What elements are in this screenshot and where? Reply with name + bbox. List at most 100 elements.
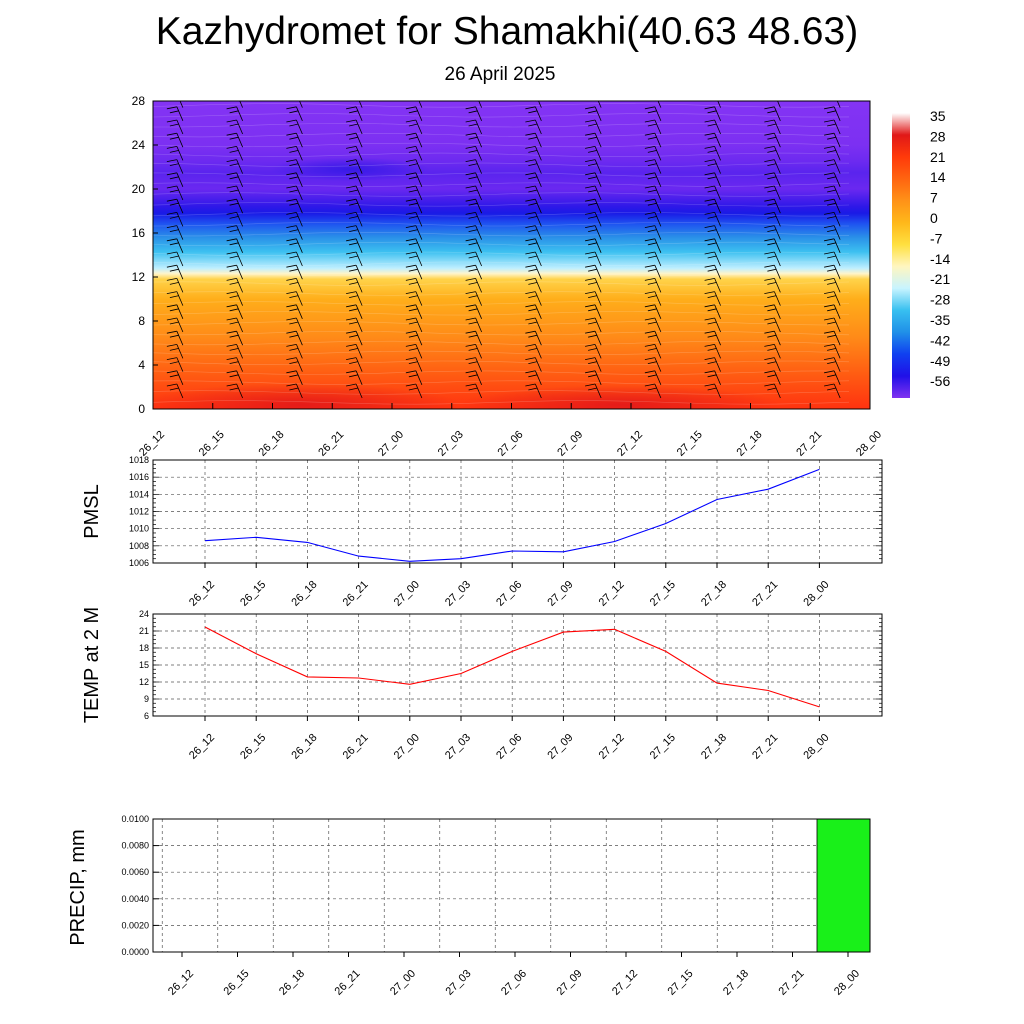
wind-barb [226, 251, 243, 267]
wind-barb [585, 146, 602, 161]
wind-barb [644, 278, 662, 293]
wind-barb [824, 119, 841, 135]
wind-barb [226, 106, 243, 121]
wind-barb [824, 330, 841, 346]
wind-barb [704, 198, 721, 214]
wind-barb [824, 304, 841, 319]
wind-barb [166, 251, 184, 267]
isotherm-line [153, 113, 850, 118]
y-tick-label: 1012 [129, 507, 149, 517]
wind-barb [465, 251, 482, 267]
wind-barb [286, 304, 303, 319]
colorbar-label: -35 [930, 312, 950, 328]
x-tick-label: 27_18 [735, 429, 765, 459]
wind-barb [644, 172, 662, 187]
wind-barb [286, 159, 303, 174]
wind-barb [405, 370, 423, 385]
wind-barb [405, 264, 423, 280]
wind-barb [226, 291, 243, 306]
wind-barb [824, 212, 841, 227]
precip-panel: 0.0000 0.0020 0.0040 0.0060 0.0080 0.0100 26_1… [67, 814, 871, 998]
wind-barb [179, 101, 184, 108]
wind-barb [346, 357, 363, 372]
wind-barb [405, 159, 423, 174]
x-tick-label: 27_09 [555, 968, 585, 998]
y-axis-label: TEMP at 2 M [81, 607, 103, 723]
wind-barb [644, 291, 662, 306]
isotherm-line [153, 182, 850, 187]
wind-barb [764, 185, 781, 201]
wind-barb [239, 101, 243, 108]
wind-barb [585, 317, 602, 333]
x-tick-label: 27_06 [496, 429, 526, 459]
y-tick-label: 6 [144, 711, 149, 721]
wind-barb [286, 370, 303, 385]
wind-barb [585, 264, 602, 280]
wind-barb [286, 251, 303, 267]
wind-barb [585, 330, 602, 346]
y-tick-label: 1014 [129, 489, 149, 499]
wind-barb [286, 344, 303, 359]
y-axis-label: PRECIP, mm [67, 829, 89, 945]
wind-barb [704, 317, 721, 333]
wind-barb [764, 330, 781, 346]
wind-barb [346, 344, 363, 359]
x-tick-label: 27_12 [597, 579, 627, 609]
wind-barb [704, 278, 721, 293]
wind-barb [704, 119, 721, 135]
colorbar-label: 28 [930, 128, 946, 144]
wind-barb [764, 172, 781, 187]
wind-barb [405, 304, 423, 319]
wind-barb [777, 101, 781, 108]
x-tick-label: 27_12 [615, 429, 645, 459]
wind-barb [824, 370, 841, 385]
wind-barb [644, 132, 662, 148]
y-tick-label: 1018 [129, 455, 149, 465]
wind-barb [465, 357, 482, 372]
x-tick-label: 27_18 [721, 968, 751, 998]
wind-barb [166, 330, 184, 346]
surface-warm-spot [153, 383, 460, 409]
x-tick-label: 27_03 [444, 968, 474, 998]
wind-barb [824, 159, 841, 174]
wind-barb [824, 383, 841, 399]
wind-barb [824, 278, 841, 293]
wind-barb [704, 225, 721, 240]
y-tick-label: 1006 [129, 558, 149, 568]
wind-barb [405, 278, 423, 293]
wind-barb [358, 101, 363, 108]
wind-barb [764, 304, 781, 319]
y-tick-label: 12 [139, 677, 149, 687]
x-tick-label: 26_21 [316, 429, 346, 459]
isotherm-line [153, 301, 850, 306]
wind-barb [346, 185, 363, 201]
wind-barb [166, 238, 184, 253]
x-tick-label: 27_00 [376, 429, 406, 459]
wind-barb [166, 225, 184, 240]
x-tick-label: 27_21 [750, 732, 780, 762]
wind-barb [644, 146, 662, 161]
wind-barb [585, 106, 602, 121]
isotherm-line [153, 370, 850, 375]
wind-barb [405, 251, 423, 267]
wind-barb [286, 278, 303, 293]
wind-barb [525, 198, 542, 214]
wind-barb [585, 278, 602, 293]
wind-barb [346, 304, 363, 319]
wind-barb [166, 370, 184, 385]
wind-barb [525, 172, 542, 187]
wind-barb [405, 132, 423, 148]
wind-barb [644, 159, 662, 174]
section-fill [153, 101, 870, 409]
colorbar-label: -49 [930, 353, 950, 369]
x-tick-label: 27_18 [699, 579, 729, 609]
wind-barb [525, 225, 542, 240]
x-tick-label: 27_03 [443, 579, 473, 609]
wind-barb [226, 317, 243, 333]
wind-barb [226, 304, 243, 319]
y-tick-label: 8 [138, 314, 145, 328]
wind-barb [525, 278, 542, 293]
wind-barb [226, 172, 243, 187]
x-tick-label: 27_09 [545, 732, 575, 762]
wind-barb [465, 238, 482, 253]
